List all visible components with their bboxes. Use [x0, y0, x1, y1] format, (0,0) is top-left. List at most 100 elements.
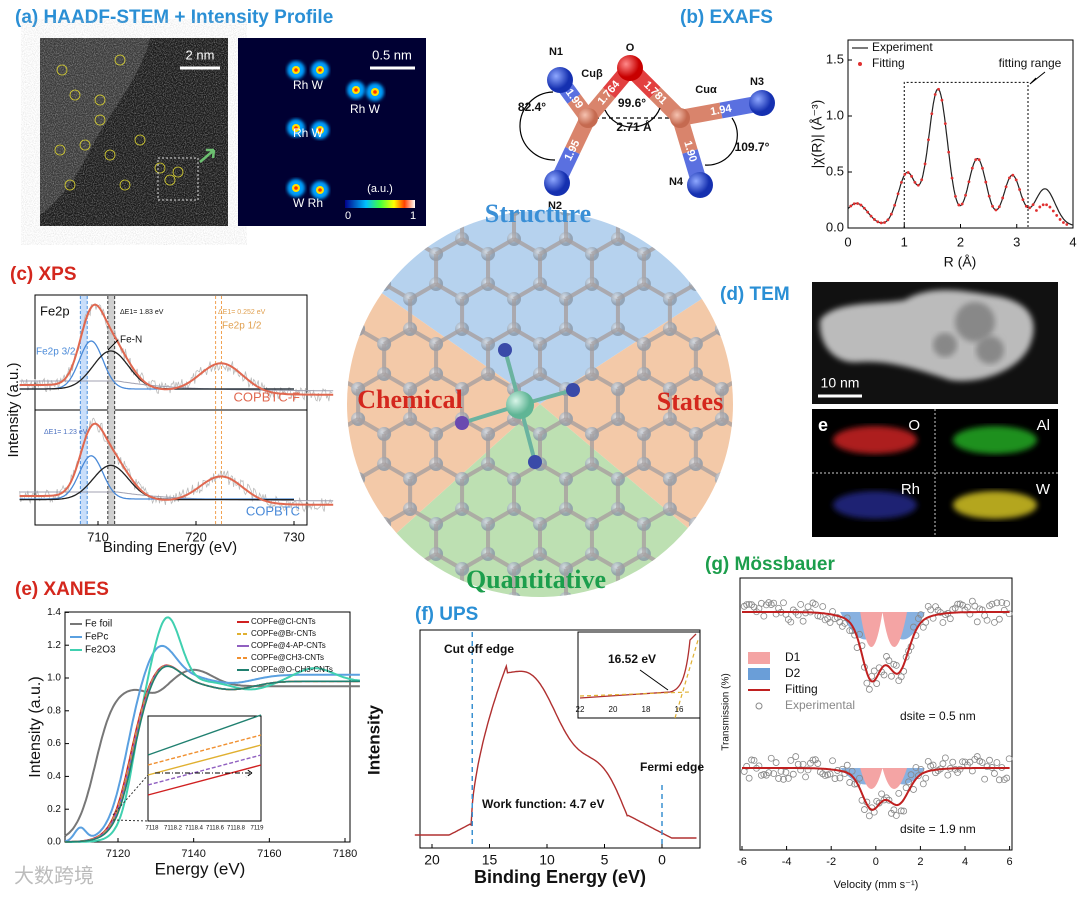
fitting-point: [947, 150, 951, 154]
tick-label: 6: [1007, 856, 1013, 868]
lattice-bond: [668, 372, 697, 391]
tick-label: 7120: [106, 848, 130, 860]
experimental-point: [939, 760, 947, 768]
fitting-point: [1058, 218, 1062, 221]
annotation: Work function: 4.7 eV: [482, 797, 604, 811]
lattice-bond: [513, 372, 541, 391]
lattice-bond: [347, 417, 360, 436]
lattice-bond: [409, 372, 438, 391]
tick-label: 20: [609, 705, 618, 714]
annotation: fitting range: [999, 56, 1062, 70]
lattice-bond: [461, 552, 490, 571]
experimental-point: [762, 771, 770, 779]
fitting-point: [994, 208, 998, 212]
fitting-point: [927, 138, 930, 142]
experimental-point: [787, 756, 795, 764]
lattice-bond: [616, 462, 645, 481]
atom-label: W Rh: [293, 196, 323, 210]
fitting-point: [1035, 209, 1038, 212]
experimental-point: [836, 774, 844, 782]
experimental-point: [770, 770, 778, 778]
experimental-point: [944, 771, 952, 779]
experimental-point: [927, 606, 935, 614]
atom-label: Rh W: [293, 78, 324, 92]
fitting-point: [906, 171, 910, 174]
lattice-bond: [668, 282, 697, 301]
scale-text: 0.5 nm: [372, 47, 412, 62]
legend-label: COPFe@4-AP-CNTs: [251, 641, 326, 650]
angle-arc: [519, 91, 556, 161]
spectrum: [64, 668, 360, 837]
highlight-band: [80, 296, 88, 524]
fitting-point: [943, 122, 947, 126]
tick-label: 7180: [333, 848, 357, 860]
sample-label: COPBTC-F: [234, 389, 301, 404]
size-label: dsite = 0.5 nm: [900, 709, 976, 723]
experimental-point: [914, 615, 922, 622]
panel-label: Fe2p: [40, 303, 70, 318]
intensity-peak: [318, 188, 322, 192]
experimental-point: [846, 627, 854, 635]
tick-label: 0.8: [47, 705, 61, 716]
axis-label: Binding Energy (eV): [474, 867, 646, 887]
tick-label: 2: [957, 234, 964, 249]
panel-title: (b) EXAFS: [680, 7, 773, 28]
intensity-peak: [318, 68, 322, 72]
peak-label: Fe-N: [120, 335, 142, 346]
lattice-bond: [539, 507, 567, 526]
panel-title: (c) XPS: [10, 264, 77, 285]
tem-pore: [955, 302, 995, 342]
inset-line: [147, 734, 262, 766]
experimental-point: [811, 756, 819, 764]
tick-label: 720: [185, 529, 207, 544]
inset-frame: [147, 715, 262, 822]
experimental-point: [865, 812, 873, 820]
lattice-bond: [564, 282, 593, 301]
lattice-bond: [487, 507, 516, 526]
experimental-point: [892, 812, 900, 819]
experimental-point: [780, 775, 787, 783]
tick-label: -6: [737, 856, 747, 868]
experimental-point: [888, 672, 895, 680]
experimental-point: [981, 775, 989, 783]
tick-label: 1.0: [47, 673, 61, 684]
tick-label: 1.5: [826, 51, 844, 66]
experimental-point: [993, 599, 1001, 607]
atom-label: Rh W: [293, 126, 324, 140]
fitting-point: [1038, 205, 1042, 209]
lattice-bond: [487, 327, 516, 346]
legend-label: Experimental: [785, 698, 855, 712]
fitting-point: [937, 87, 940, 91]
atom: [617, 55, 643, 81]
lattice-bond: [720, 372, 733, 391]
sector: [381, 211, 702, 404]
envelope: [19, 422, 334, 506]
experimental-point: [983, 763, 991, 771]
experimental-point: [750, 757, 758, 764]
lattice-bond: [487, 237, 516, 256]
experimental-point: [993, 759, 1001, 766]
fitting-point: [856, 202, 859, 205]
colorbar-label: 1: [410, 210, 416, 222]
watermark: 大数跨境: [14, 864, 94, 887]
eds-signal: [833, 426, 917, 454]
experimental-point: [897, 807, 905, 815]
fitting-point: [1011, 173, 1015, 177]
experimental-point: [784, 616, 792, 623]
experimental-point: [986, 756, 993, 764]
axis-label: |χ(R)| (Å⁻³): [809, 100, 825, 169]
experimental-point: [748, 756, 755, 764]
experimental-point: [799, 617, 807, 625]
bond-length: 1.94: [709, 102, 733, 118]
lattice-bond: [590, 507, 619, 526]
experimental-point: [991, 618, 998, 626]
experimental-point: [875, 799, 883, 807]
experimental-point: [780, 599, 787, 607]
experimental-point: [998, 599, 1006, 606]
lattice-bond: [461, 462, 490, 481]
experimental-point: [745, 774, 753, 782]
tick-label: 1.2: [47, 640, 61, 651]
center-label: States: [657, 387, 723, 416]
colorbar-label: (a.u.): [367, 183, 393, 195]
experimental-point: [804, 766, 812, 774]
